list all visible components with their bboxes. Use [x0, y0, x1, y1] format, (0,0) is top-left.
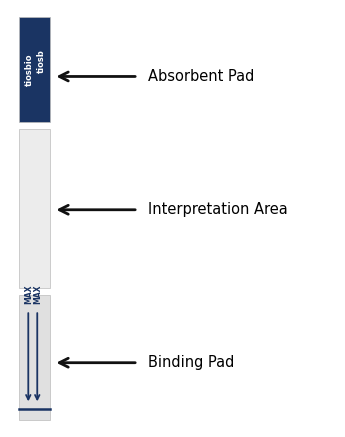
Text: Absorbent Pad: Absorbent Pad: [148, 69, 255, 84]
Text: MAX: MAX: [24, 284, 33, 304]
Text: Binding Pad: Binding Pad: [148, 355, 235, 370]
Text: tiosb: tiosb: [37, 49, 46, 73]
Text: tiosbio: tiosbio: [24, 54, 33, 86]
Bar: [19, 129, 50, 288]
Bar: [19, 295, 50, 420]
Text: MAX: MAX: [33, 284, 42, 304]
Text: Interpretation Area: Interpretation Area: [148, 202, 288, 217]
Bar: [19, 17, 50, 122]
